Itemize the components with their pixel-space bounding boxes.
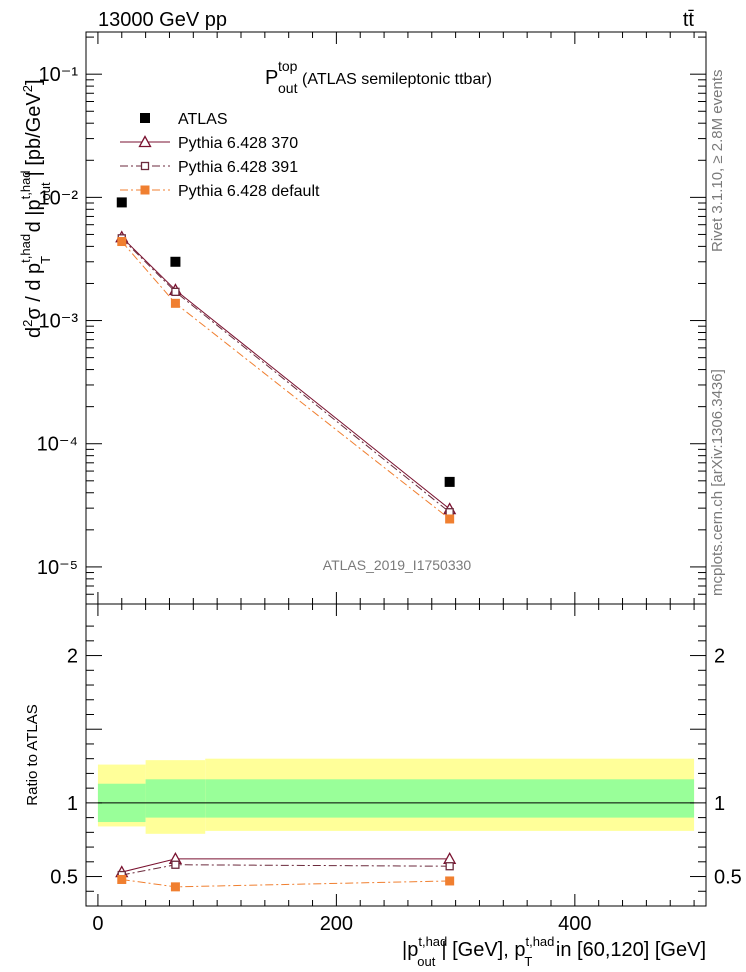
- data-point: [445, 514, 455, 524]
- ratio-point: [445, 876, 455, 886]
- x-tick-label: 400: [558, 913, 591, 935]
- ratio-y-tick-label: 2: [67, 646, 78, 668]
- mcplots-label: mcplots.cern.ch [arXiv:1306.3436]: [709, 369, 726, 596]
- data-point: [170, 298, 180, 308]
- series-line: [121, 236, 450, 510]
- series-line: [121, 241, 450, 520]
- y-axis-label-main: d2σ / d pt,had T d |pt,had out| [pb/GeV2]: [18, 79, 53, 338]
- legend-entry-2: Pythia 6.428 391: [120, 159, 298, 176]
- data-point: [171, 287, 180, 296]
- data-point: [117, 237, 127, 247]
- legend-marker: [140, 185, 150, 195]
- legend-label: Pythia 6.428 370: [178, 135, 298, 152]
- series-0: [116, 197, 455, 487]
- uncertainty-bands: [97, 758, 695, 834]
- plot-title: P top out (ATLAS semileptonic ttbar): [265, 58, 492, 96]
- legend-label: Pythia 6.428 default: [178, 183, 320, 200]
- y-tick-label: 10⁻³: [39, 311, 79, 333]
- band-inner: [145, 779, 206, 818]
- legend-entry-3: Pythia 6.428 default: [120, 183, 320, 200]
- axes: 0 200 400 10⁻¹ 10⁻² 10⁻³ 10⁻⁴ 10⁻⁵ 0.5 0.5 1 1 2 2: [37, 32, 742, 935]
- ratio-y-tick-label-right: 0.5: [714, 867, 742, 889]
- series-layer: [115, 197, 457, 892]
- analysis-label: ATLAS_2019_I1750330: [323, 557, 472, 573]
- title-sup: top: [278, 58, 298, 74]
- ratio-point: [117, 874, 127, 884]
- title-main: P: [265, 67, 278, 89]
- series-3: [117, 237, 455, 892]
- title-rest: (ATLAS semileptonic ttbar): [302, 71, 492, 88]
- ratio-panel-frame: [85, 603, 707, 907]
- series-line: [121, 237, 450, 513]
- ratio-point: [171, 860, 180, 869]
- y-tick-label: 10⁻¹: [39, 64, 79, 86]
- data-point: [170, 256, 181, 267]
- legend-entry-1: Pythia 6.428 370: [120, 135, 298, 152]
- legend-marker: [140, 113, 150, 123]
- legend-entry-0: ATLAS: [140, 111, 228, 128]
- data-point: [444, 476, 455, 487]
- x-tick-label: 200: [320, 913, 353, 935]
- band-inner: [205, 779, 695, 818]
- y-tick-label: 10⁻⁵: [37, 557, 78, 579]
- ratio-y-tick-label-right: 1: [714, 793, 725, 815]
- title-sub: out: [278, 80, 298, 96]
- legend-label: ATLAS: [178, 111, 228, 128]
- y-tick-label: 10⁻⁴: [37, 434, 78, 456]
- ratio-point: [445, 862, 454, 871]
- ratio-y-tick-label: 0.5: [50, 867, 78, 889]
- legend: ATLAS Pythia 6.428 370 Pythia 6.428 391 Pyt…: [120, 111, 320, 200]
- y-tick-label: 10⁻²: [39, 187, 79, 209]
- data-point: [116, 197, 127, 208]
- ratio-y-tick-label-right: 2: [714, 646, 725, 668]
- legend-label: Pythia 6.428 391: [178, 159, 298, 176]
- energy-label: 13000 GeV pp: [98, 9, 227, 31]
- x-axis-label: |pt,had out| [GeV], pt,had T in [60,120] […: [402, 934, 706, 969]
- ratio-y-tick-label: 1: [67, 793, 78, 815]
- process-label: tt̄: [683, 9, 695, 31]
- x-tick-label: 0: [92, 913, 103, 935]
- ratio-line: [121, 864, 450, 876]
- legend-marker: [140, 161, 150, 171]
- legend-marker: [138, 135, 152, 148]
- rivet-label: Rivet 3.1.10, ≥ 2.8M events: [709, 70, 726, 253]
- ratio-point: [170, 882, 180, 892]
- y-axis-label-ratio: Ratio to ATLAS: [24, 704, 41, 805]
